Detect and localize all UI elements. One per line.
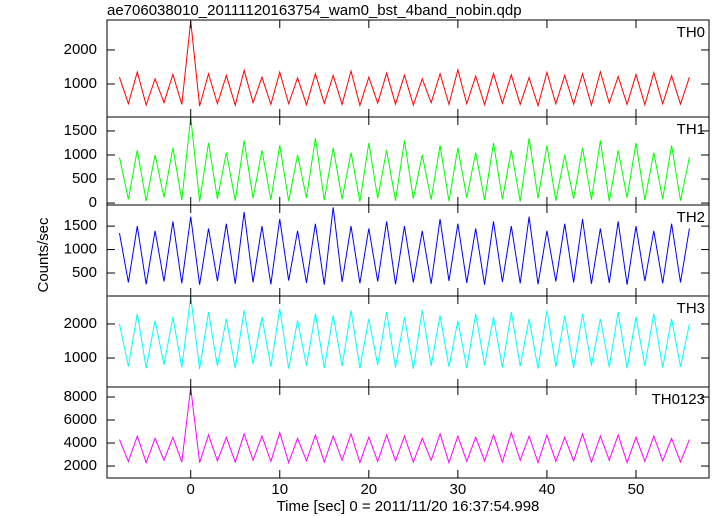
x-tick-label: 0 — [187, 481, 195, 498]
panel-label: TH1 — [677, 121, 705, 138]
y-tick-label: 6000 — [64, 411, 97, 428]
y-axis-label: Counts/sec — [35, 217, 52, 293]
x-tick-label: 30 — [450, 481, 467, 498]
y-tick-label: 1500 — [64, 217, 97, 234]
y-tick-label: 8000 — [64, 388, 97, 405]
data-line — [118, 20, 690, 108]
panel-label: TH0123 — [652, 391, 705, 408]
panel-frame — [106, 295, 710, 388]
y-tick-label: 1000 — [64, 241, 97, 258]
y-tick-label: 1500 — [64, 122, 97, 139]
chart-title: ae706038010_20111120163754_wam0_bst_4ban… — [107, 2, 522, 19]
data-line — [118, 117, 690, 202]
data-line — [118, 296, 690, 370]
x-tick-label: 10 — [271, 481, 288, 498]
data-line — [119, 387, 690, 465]
y-tick-label: 1000 — [64, 349, 97, 366]
x-axis-label: Time [sec] 0 = 2011/11/20 16:37:54.998 — [277, 498, 540, 515]
y-tick-label: 2000 — [64, 41, 97, 58]
data-line — [118, 207, 690, 285]
y-tick-label: 1000 — [64, 75, 97, 92]
y-tick-label: 500 — [72, 264, 97, 281]
y-tick-label: 2000 — [64, 457, 97, 474]
y-tick-label: 0 — [89, 194, 97, 211]
y-tick-label: 1000 — [64, 146, 97, 163]
x-tick-label: 40 — [539, 481, 556, 498]
y-tick-label: 2000 — [64, 315, 97, 332]
panel-label: TH2 — [677, 209, 705, 226]
y-tick-label: 4000 — [64, 434, 97, 451]
x-tick-label: 50 — [628, 481, 645, 498]
panel-label: TH3 — [677, 300, 705, 317]
panel-label: TH0 — [677, 24, 705, 41]
panel-frame — [106, 386, 710, 479]
panel-frame — [106, 19, 710, 118]
y-tick-label: 500 — [72, 170, 97, 187]
x-tick-label: 20 — [360, 481, 377, 498]
